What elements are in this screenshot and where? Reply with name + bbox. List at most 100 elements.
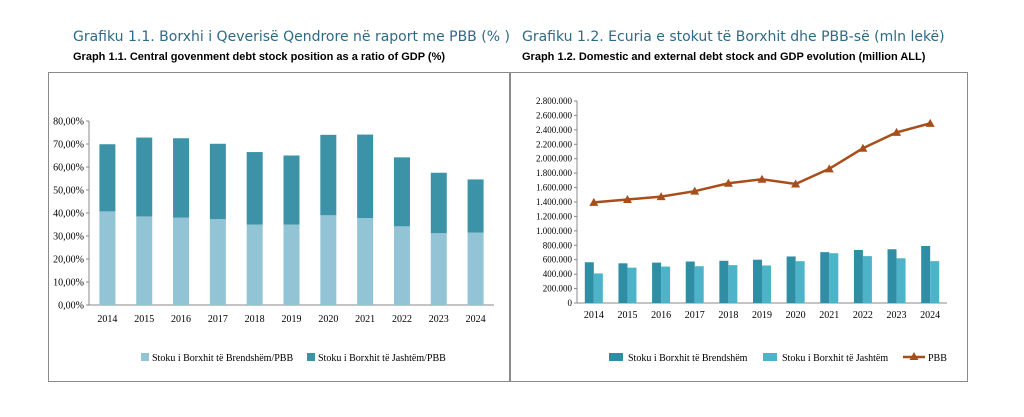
bar-external-debt-ratio bbox=[246, 152, 263, 225]
bar-external-debt-ratio bbox=[136, 137, 153, 217]
y-tick-label: 10,00% bbox=[53, 278, 84, 289]
x-tick-label: 2022 bbox=[853, 310, 873, 321]
legend-swatch bbox=[763, 353, 777, 361]
bar-domestic-debt bbox=[618, 263, 628, 303]
y-tick-label: 200.000 bbox=[543, 284, 573, 294]
left-chart-panel: Grafiku 1.1. Borxhi i Qeverisë Qendrore … bbox=[48, 29, 510, 382]
gdp-marker bbox=[757, 174, 767, 183]
right-chart-subtitle: Graph 1.2. Domestic and external debt st… bbox=[522, 51, 926, 63]
bar-external-debt bbox=[930, 261, 940, 303]
right-chart-panel: Grafiku 1.2. Ecuria e stokut të Borxhit … bbox=[510, 0, 1022, 417]
y-tick-label: 1.200.000 bbox=[536, 211, 573, 221]
legend-swatch bbox=[307, 353, 315, 361]
y-tick-label: 800.000 bbox=[543, 240, 573, 250]
bar-external-debt bbox=[762, 265, 771, 303]
bar-domestic-debt-ratio bbox=[393, 226, 410, 305]
left-chart-title: Grafiku 1.1. Borxhi i Qeverisë Qendrore … bbox=[73, 29, 510, 45]
y-tick-label: 2.600.000 bbox=[536, 110, 573, 120]
bar-external-debt-ratio bbox=[320, 134, 337, 216]
y-tick-label: 20,00% bbox=[53, 255, 84, 266]
bar-domestic-debt-ratio bbox=[320, 215, 337, 305]
bar-domestic-debt-ratio bbox=[467, 232, 484, 305]
bar-domestic-debt-ratio bbox=[136, 216, 153, 305]
gdp-marker bbox=[858, 143, 868, 152]
bar-external-debt bbox=[896, 258, 906, 303]
x-tick-label: 2019 bbox=[752, 310, 772, 321]
gdp-marker bbox=[925, 118, 935, 127]
x-tick-label: 2022 bbox=[392, 314, 412, 325]
x-tick-label: 2023 bbox=[429, 314, 449, 325]
legend-swatch bbox=[609, 353, 623, 361]
left-chart-svg: 0,00% 10,00% 20,00% 30,00% 40,00% 50,00% 60,00… bbox=[53, 117, 494, 364]
bar-domestic-debt bbox=[921, 246, 931, 303]
legend-label: Stoku i Borxhit të Jashtëm bbox=[782, 353, 888, 364]
right-chart-frame: 0 200.000 400.000 600.000 800.000 1.000.000 1.… bbox=[510, 72, 968, 382]
y-tick-label: 30,00% bbox=[53, 232, 84, 243]
bar-external-debt bbox=[728, 265, 738, 303]
bar-domestic-debt-ratio bbox=[430, 233, 447, 305]
x-tick-label: 2018 bbox=[718, 310, 738, 321]
gdp-marker bbox=[690, 186, 700, 195]
bar-domestic-debt-ratio bbox=[99, 211, 116, 305]
x-tick-label: 2021 bbox=[355, 314, 375, 325]
bar-external-debt-ratio bbox=[467, 179, 484, 233]
bar-external-debt bbox=[829, 253, 839, 303]
bar-external-debt-ratio bbox=[393, 157, 410, 227]
bar-external-debt bbox=[795, 261, 805, 303]
bar-external-debt bbox=[862, 256, 872, 303]
x-tick-label: 2018 bbox=[245, 314, 265, 325]
x-tick-label: 2014 bbox=[97, 314, 117, 325]
y-tick-label: 40,00% bbox=[53, 209, 84, 220]
x-tick-label: 2019 bbox=[282, 314, 302, 325]
y-tick-label: 50,00% bbox=[53, 186, 84, 197]
gdp-line bbox=[593, 122, 931, 204]
y-tick-label: 2.800.000 bbox=[536, 96, 573, 106]
y-tick-label: 1.400.000 bbox=[536, 197, 573, 207]
gdp-marker bbox=[824, 164, 834, 173]
y-tick-label: 1.800.000 bbox=[536, 168, 573, 178]
legend-label: Stoku i Borxhit të Brendshëm bbox=[628, 353, 748, 364]
x-tick-label: 2015 bbox=[617, 310, 637, 321]
x-tick-label: 2014 bbox=[584, 310, 604, 321]
legend-label: PBB bbox=[928, 353, 947, 364]
bar-external-debt bbox=[694, 266, 704, 303]
y-tick-label: 70,00% bbox=[53, 140, 84, 151]
bar-external-debt-ratio bbox=[209, 143, 226, 220]
left-chart-subtitle: Graph 1.1. Central govenment debt stock … bbox=[73, 51, 446, 63]
bar-domestic-debt bbox=[786, 256, 796, 303]
gdp-marker bbox=[892, 127, 902, 136]
gdp-marker bbox=[656, 192, 666, 201]
y-tick-label: 80,00% bbox=[53, 117, 84, 128]
bar-domestic-debt bbox=[753, 259, 762, 303]
gdp-marker bbox=[622, 194, 632, 203]
x-tick-label: 2021 bbox=[819, 310, 839, 321]
y-tick-label: 1.000.000 bbox=[536, 226, 573, 236]
bar-domestic-debt-ratio bbox=[246, 224, 263, 305]
bar-external-debt bbox=[593, 273, 603, 303]
bar-external-debt-ratio bbox=[283, 155, 300, 225]
x-tick-label: 2024 bbox=[466, 314, 486, 325]
bar-domestic-debt-ratio bbox=[209, 219, 226, 305]
right-chart-title: Grafiku 1.2. Ecuria e stokut të Borxhit … bbox=[522, 29, 945, 45]
bar-external-debt-ratio bbox=[99, 144, 116, 212]
bar-external-debt-ratio bbox=[430, 172, 447, 234]
bar-domestic-debt-ratio bbox=[283, 224, 300, 305]
bar-domestic-debt bbox=[685, 261, 695, 303]
x-tick-label: 2016 bbox=[171, 314, 191, 325]
y-tick-label: 0,00% bbox=[58, 301, 84, 312]
legend-marker bbox=[909, 352, 919, 360]
bar-domestic-debt bbox=[887, 249, 897, 303]
bar-domestic-debt bbox=[820, 252, 830, 303]
legend-label: Stoku i Borxhit të Jashtëm/PBB bbox=[318, 353, 446, 364]
legend-label: Stoku i Borxhit të Brendshëm/PBB bbox=[152, 353, 293, 364]
x-tick-label: 2023 bbox=[887, 310, 907, 321]
bar-domestic-debt bbox=[719, 260, 729, 303]
bar-external-debt bbox=[661, 266, 671, 303]
gdp-marker bbox=[791, 179, 801, 188]
x-tick-label: 2016 bbox=[651, 310, 671, 321]
bar-external-debt-ratio bbox=[357, 134, 374, 219]
right-chart-svg: 0 200.000 400.000 600.000 800.000 1.000.000 1.… bbox=[536, 96, 947, 364]
x-tick-label: 2017 bbox=[208, 314, 228, 325]
x-tick-label: 2017 bbox=[685, 310, 705, 321]
bar-domestic-debt bbox=[853, 249, 863, 303]
